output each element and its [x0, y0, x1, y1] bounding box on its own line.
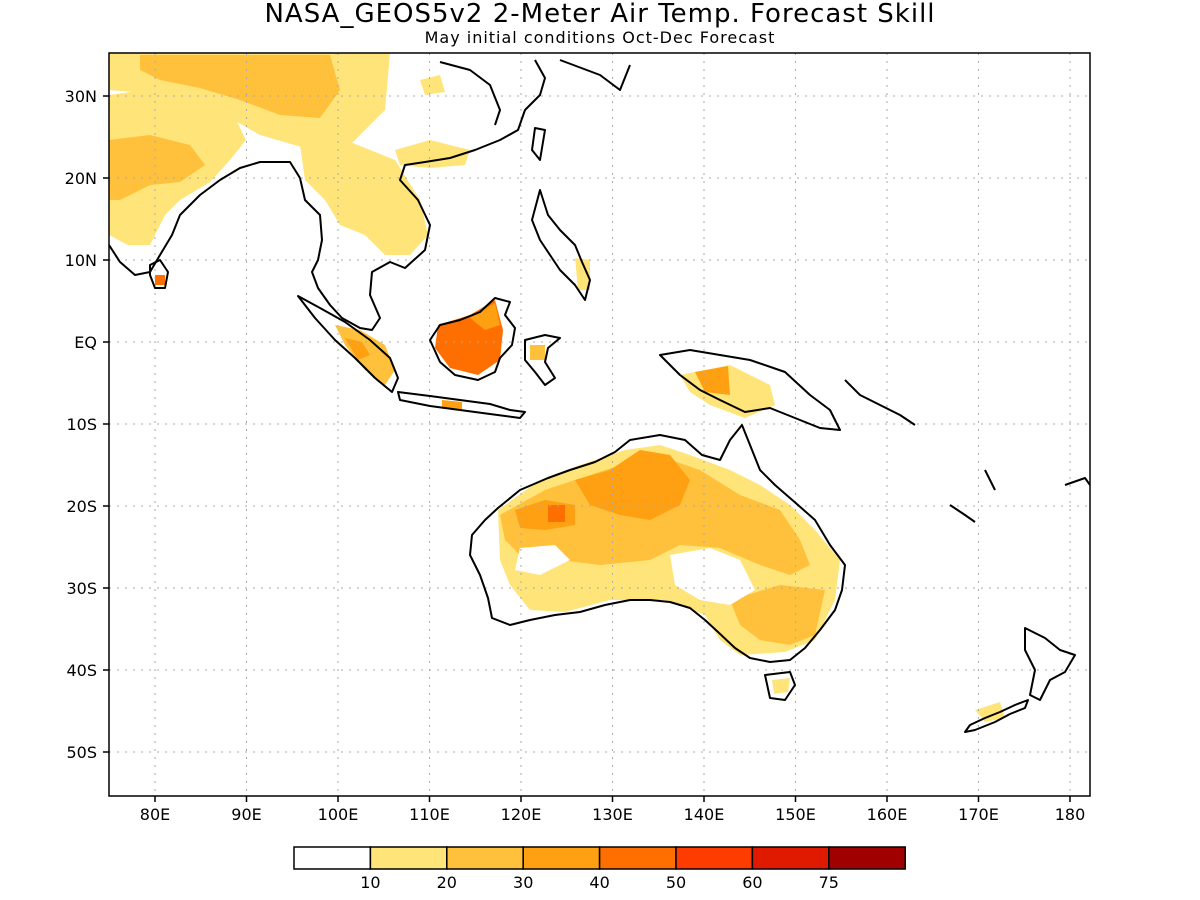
- skill-region-philippines: [575, 258, 590, 290]
- lon-label-150e: 150E: [775, 805, 816, 824]
- coast-sri-lanka: [149, 259, 169, 289]
- coast-java: [397, 391, 526, 419]
- lon-label-160e: 160E: [867, 805, 908, 824]
- coast-sulawesi: [524, 334, 561, 386]
- colorbar-label-30: 30: [513, 873, 533, 892]
- skill-region-australia-white-w: [515, 545, 570, 575]
- lon-label-80e: 80E: [140, 805, 170, 824]
- lat-label-eq: EQ: [74, 333, 97, 352]
- lon-label-90e: 90E: [231, 805, 261, 824]
- colorbar-label-60: 60: [742, 873, 762, 892]
- coast-sumatra: [297, 295, 399, 393]
- skill-region-indochina: [300, 140, 428, 255]
- coast-new-zealand-north: [1024, 627, 1076, 701]
- lat-label-40s: 40S: [66, 661, 97, 680]
- coast-philippines: [531, 189, 591, 301]
- colorbar-swatch-0: [293, 846, 372, 870]
- coast-australia: [469, 424, 846, 663]
- skill-region-tibet-core: [140, 55, 340, 118]
- lon-label-170e: 170E: [958, 805, 999, 824]
- colorbar-label-50: 50: [666, 873, 686, 892]
- lon-label-130e: 130E: [592, 805, 633, 824]
- coast-borneo: [429, 297, 516, 381]
- coast-new-zealand-south: [964, 699, 1029, 733]
- colorbar-label-20: 20: [437, 873, 457, 892]
- skill-region-india-core: [109, 135, 205, 200]
- colorbar-swatch-5: [675, 846, 754, 870]
- coast-india: [109, 161, 301, 276]
- lat-label-30n: 30N: [65, 87, 97, 106]
- map-subtitle: May initial conditions Oct-Dec Forecast: [424, 28, 776, 47]
- skill-region-australia-hot: [548, 505, 565, 522]
- lon-label-140e: 140E: [684, 805, 725, 824]
- skill-region-tasmania: [772, 678, 790, 694]
- skill-region-sumatra-core: [345, 338, 370, 360]
- skill-region-new-zealand: [975, 702, 1005, 722]
- colorbar-swatch-6: [751, 846, 830, 870]
- colorbar-swatch-1: [369, 846, 448, 870]
- skill-region-sri-lanka: [155, 275, 165, 285]
- lat-label-20s: 20S: [66, 497, 97, 516]
- colorbar-label-40: 40: [589, 873, 609, 892]
- coast-china-north: [439, 59, 631, 126]
- skill-shading: [109, 53, 1005, 722]
- skill-region-australia-se: [730, 585, 825, 645]
- lat-label-30s: 30S: [66, 579, 97, 598]
- lat-label-20n: 20N: [65, 169, 97, 188]
- axis-ticks: 80E 90E 100E 110E 120E 130E 140E 150E 160E 170E 18…: [65, 87, 1086, 824]
- lat-label-10s: 10S: [66, 415, 97, 434]
- lat-label-10n: 10N: [65, 251, 97, 270]
- skill-region-sulawesi: [530, 345, 545, 360]
- lon-label-110e: 110E: [409, 805, 450, 824]
- skill-region-tibet-east: [420, 75, 445, 95]
- colorbar-label-75: 75: [819, 873, 839, 892]
- coast-new-guinea: [659, 349, 841, 431]
- colorbar-swatch-2: [446, 846, 524, 870]
- coast-tasmania: [764, 671, 796, 701]
- colorbar: 10 20 30 40 50 60 75: [293, 846, 906, 892]
- coast-pacific-islands: [844, 379, 1090, 523]
- colorbar-label-10: 10: [360, 873, 380, 892]
- lon-label-120e: 120E: [501, 805, 542, 824]
- colorbar-swatch-7: [828, 846, 906, 870]
- grid-lines: [109, 53, 1090, 796]
- skill-region-china-se: [395, 140, 470, 168]
- skill-region-borneo-core: [470, 303, 500, 330]
- lon-label-180: 180: [1055, 805, 1086, 824]
- map-title: NASA_GEOS5v2 2-Meter Air Temp. Forecast …: [264, 0, 936, 29]
- colorbar-swatch-4: [598, 846, 677, 870]
- lon-label-100e: 100E: [318, 805, 359, 824]
- coastlines: [109, 59, 1090, 733]
- skill-region-australia-white: [670, 548, 755, 605]
- coast-taiwan: [531, 127, 546, 161]
- skill-region-australia-core: [575, 450, 690, 520]
- coast-indochina: [299, 59, 546, 331]
- lat-label-50s: 50S: [66, 743, 97, 762]
- colorbar-swatch-3: [522, 846, 601, 870]
